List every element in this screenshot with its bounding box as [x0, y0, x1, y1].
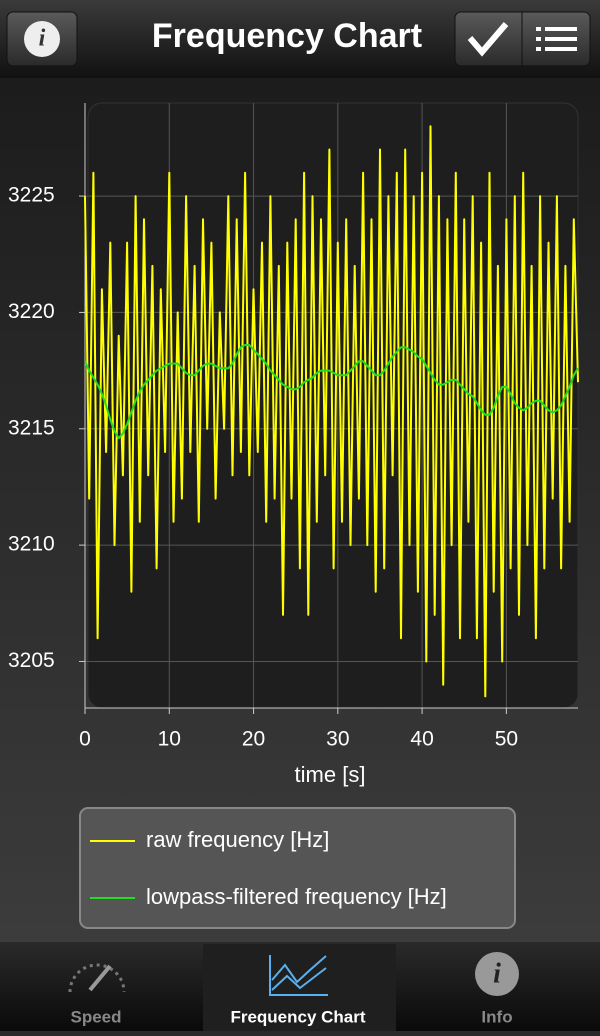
tab-label[interactable]: Frequency Chart: [230, 1007, 365, 1026]
x-tick-label: 10: [158, 728, 181, 751]
speed-icon[interactable]: [68, 963, 126, 993]
info-tab-icon[interactable]: i: [475, 952, 519, 996]
series-line: [84, 344, 579, 440]
y-tick-label: 3220: [8, 300, 55, 323]
y-tick-label: 3210: [8, 533, 55, 556]
legend: [79, 807, 516, 929]
legend-label: raw frequency [Hz]: [146, 827, 329, 852]
y-tick-label: 3205: [8, 649, 55, 672]
chart-icon[interactable]: [269, 955, 328, 996]
legend-label: lowpass-filtered frequency [Hz]: [146, 884, 447, 909]
x-tick-label: 50: [495, 728, 518, 751]
info-button[interactable]: i: [6, 11, 78, 67]
series-line: [84, 125, 579, 698]
y-tick-label: 3215: [8, 416, 55, 439]
svg-text:i: i: [39, 26, 46, 52]
x-tick-label: 40: [410, 728, 433, 751]
check-button[interactable]: [454, 11, 591, 67]
x-tick-label: 20: [242, 728, 265, 751]
tab-label[interactable]: Speed: [70, 1007, 121, 1026]
x-axis-label: time [s]: [295, 762, 366, 787]
x-tick-label: 30: [326, 728, 349, 751]
plot: 3205 3210 3215 3220 3225 0 10 20 30 40 50: [8, 103, 579, 751]
tab-label[interactable]: Info: [481, 1007, 512, 1026]
legend-items: raw frequency [Hz] lowpass-filtered frequ…: [90, 827, 447, 909]
x-tick-label: 0: [79, 728, 91, 751]
svg-text:i: i: [493, 958, 501, 989]
nav-title: Frequency Chart: [152, 17, 422, 55]
y-tick-label: 3225: [8, 184, 55, 207]
list-button[interactable]: [536, 27, 577, 51]
